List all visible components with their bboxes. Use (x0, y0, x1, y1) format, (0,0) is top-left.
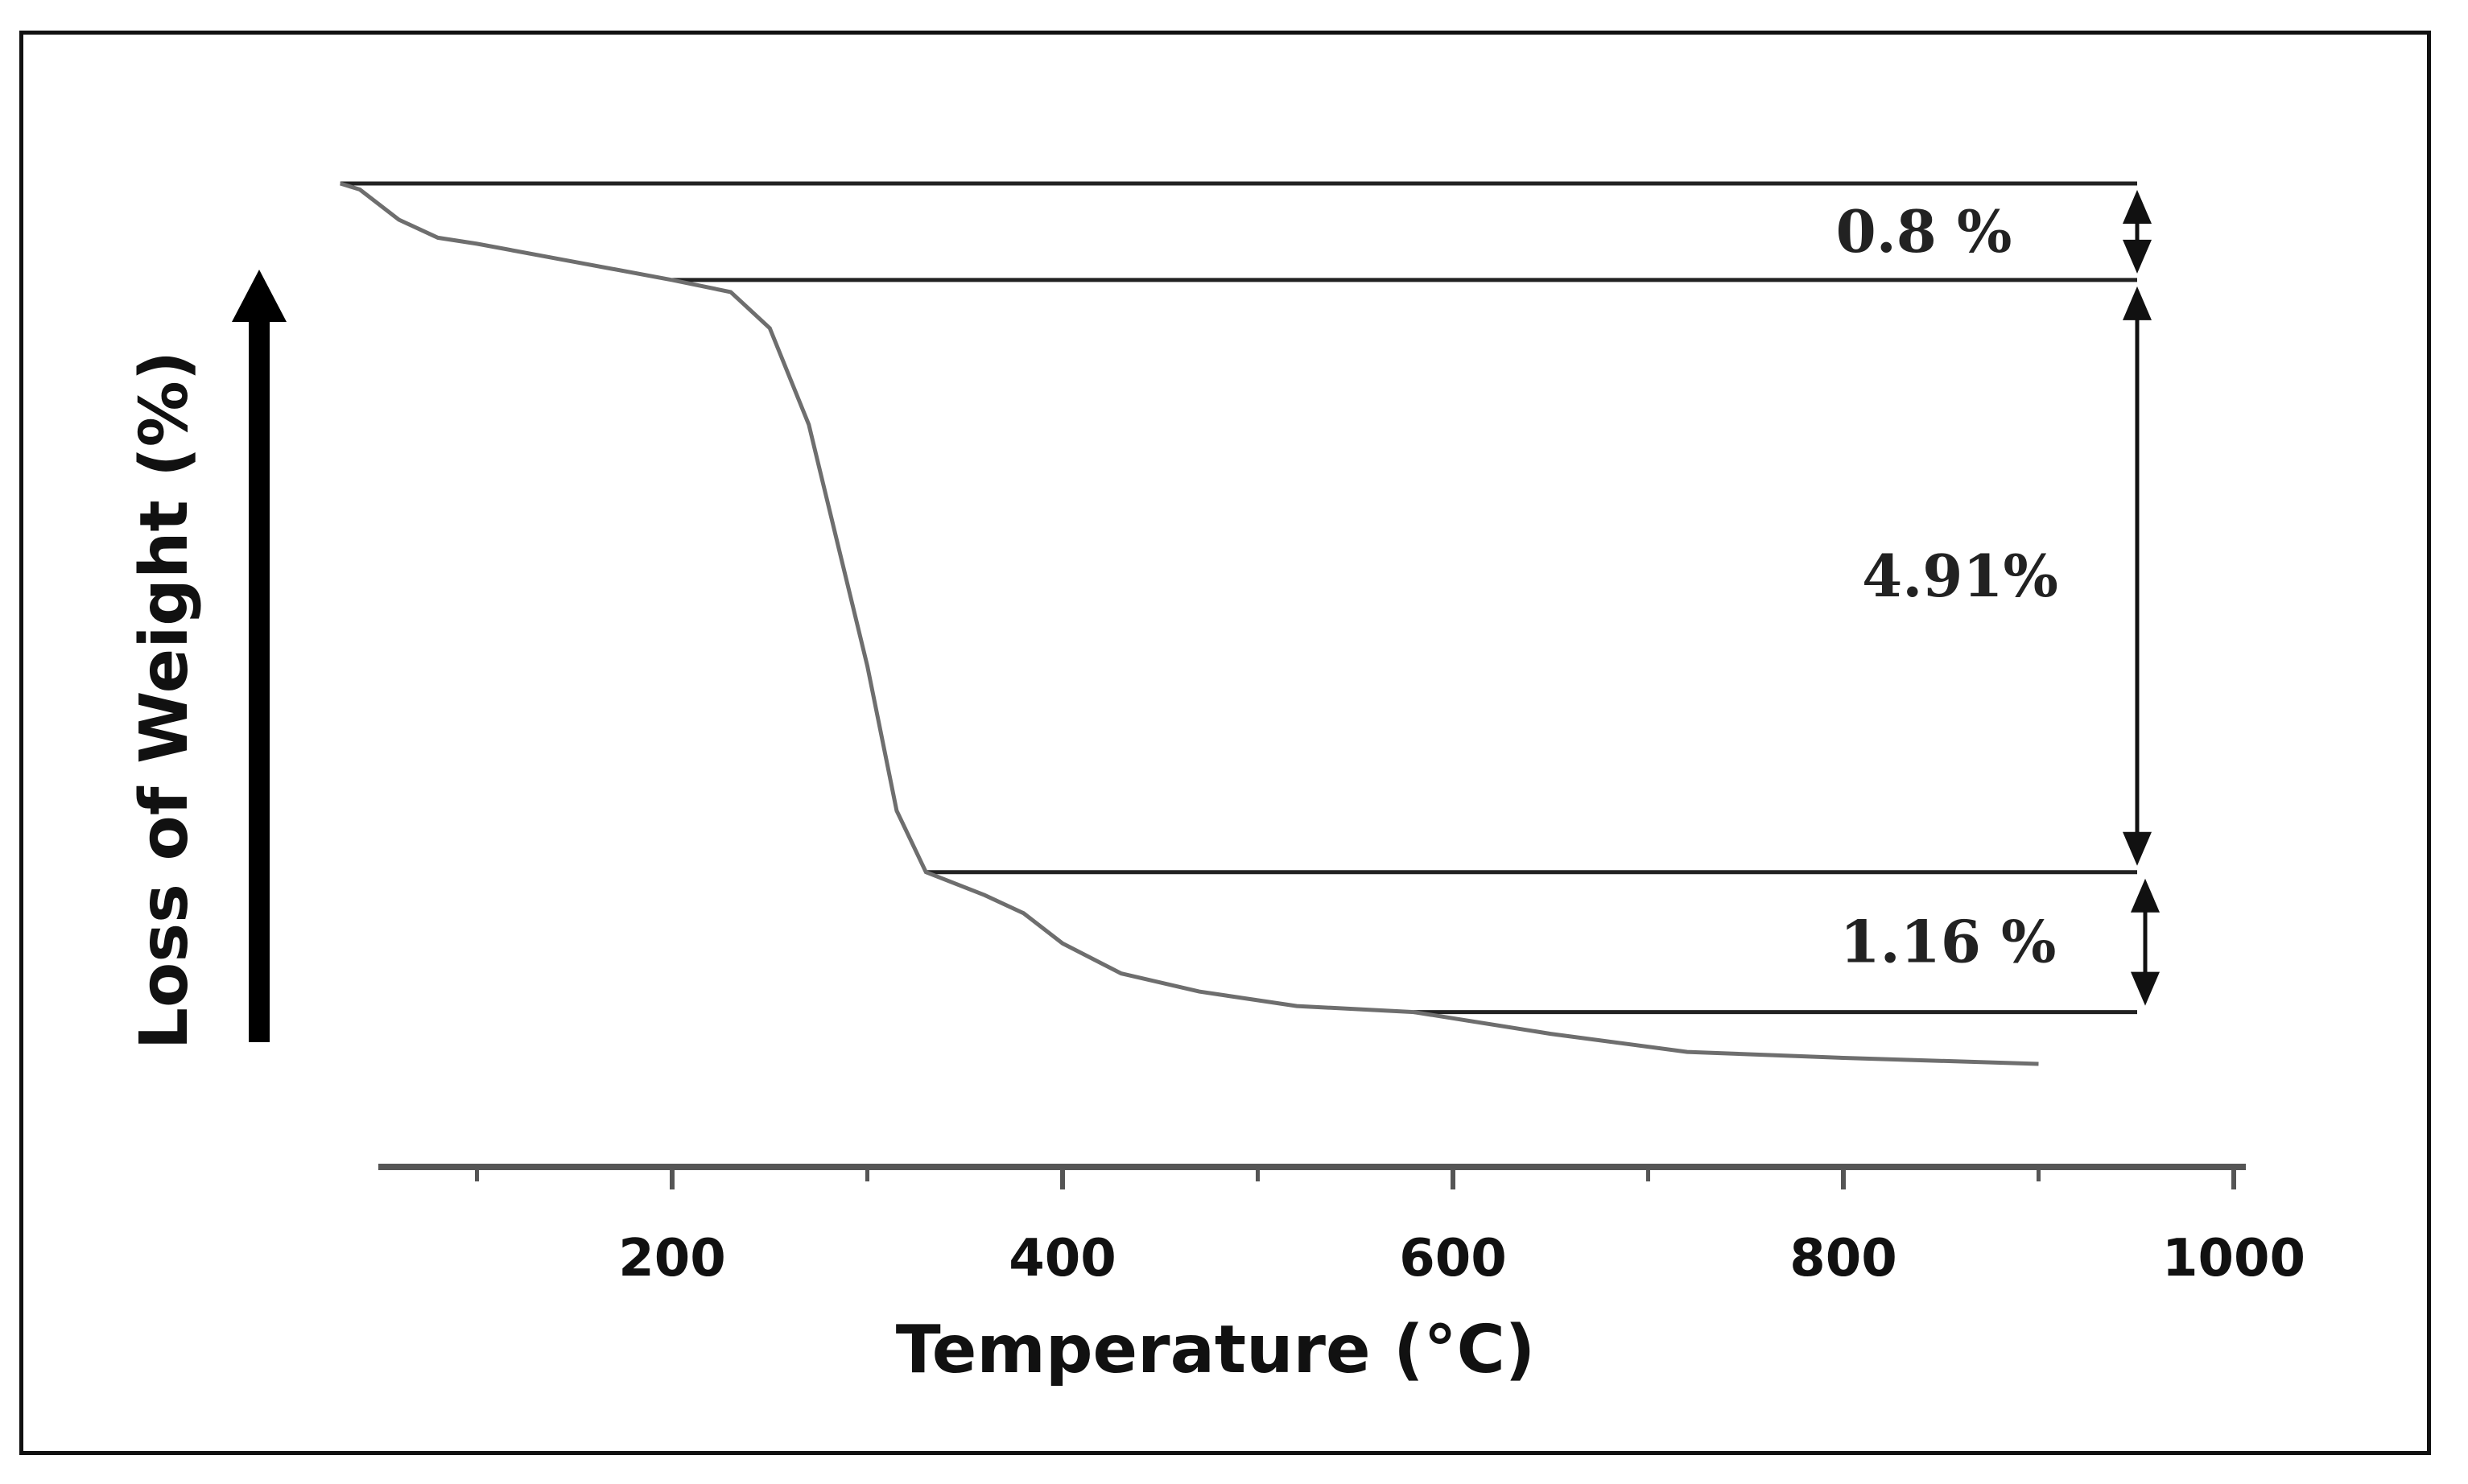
step-label-0: 0.8 % (1836, 197, 2012, 266)
step-label-1: 4.91% (1862, 542, 2058, 610)
step-labels: 0.8 % 4.91% 1.16 % (1836, 197, 2058, 976)
x-tick-label-200: 200 (618, 1229, 726, 1288)
x-tick-label-400: 400 (1009, 1229, 1116, 1288)
y-axis-title: Loss of Weight (%) (126, 351, 203, 1050)
x-axis-ticks (475, 1167, 2236, 1189)
x-tick-label-600: 600 (1399, 1229, 1507, 1288)
x-tick-label-1000: 1000 (2162, 1229, 2305, 1288)
step-label-2: 1.16 % (1840, 908, 2057, 976)
step-lines (340, 181, 2137, 1015)
dimension-arrows (2123, 190, 2160, 1006)
dimension-arrow-1 (2123, 286, 2152, 866)
x-tick-label-800: 800 (1789, 1229, 1897, 1288)
dimension-arrow-0 (2123, 190, 2152, 274)
x-axis-tick-labels: 200 400 600 800 1000 (618, 1229, 2305, 1288)
x-axis-title: Temperature (°C) (896, 1312, 1536, 1388)
figure-frame (19, 31, 2431, 1455)
tga-curve-line (340, 181, 2039, 1066)
up-arrow-icon (232, 270, 287, 1042)
dimension-arrow-2 (2131, 878, 2160, 1006)
